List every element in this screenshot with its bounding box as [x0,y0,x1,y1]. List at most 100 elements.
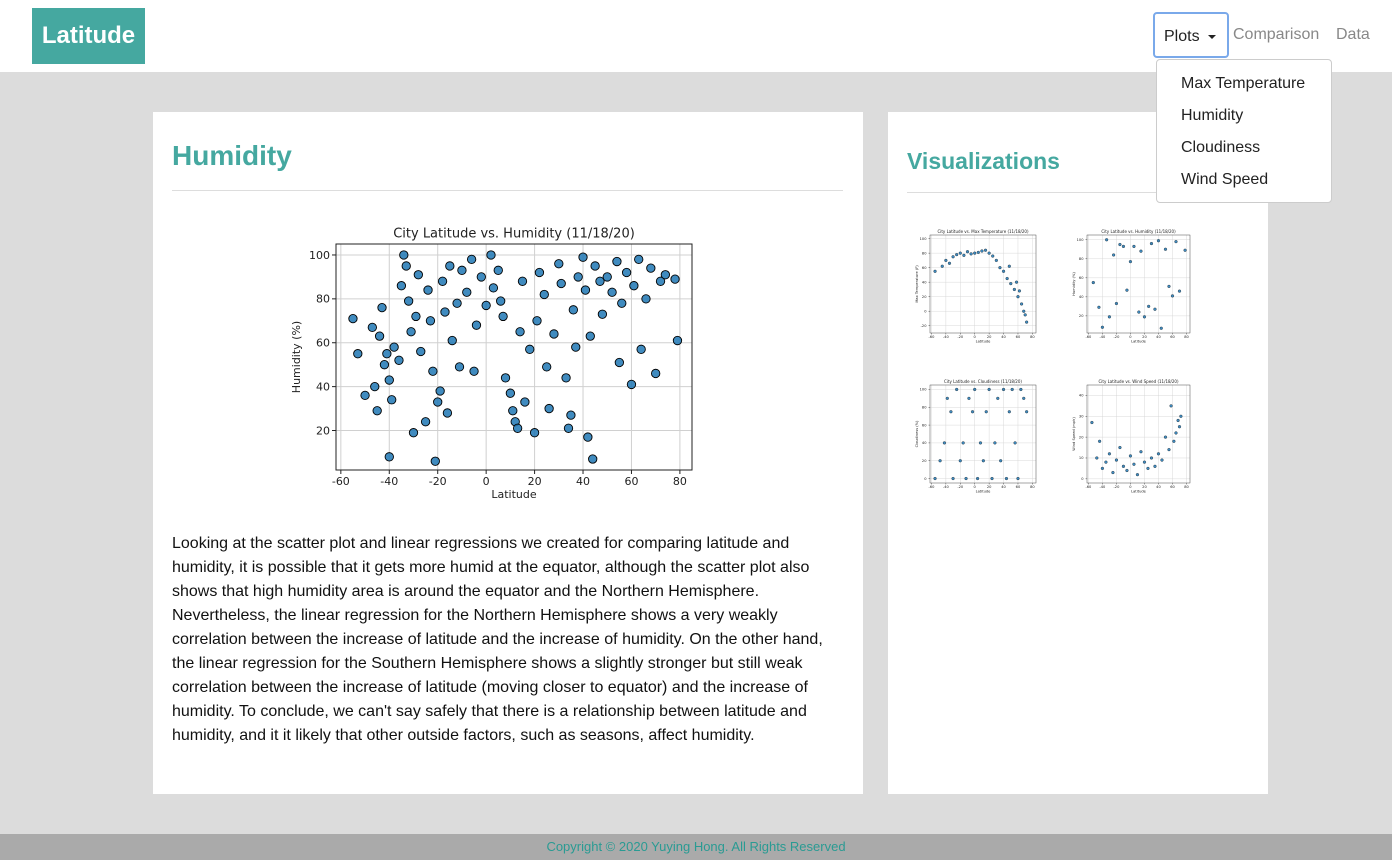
scatter-point [955,387,959,392]
scatter-point [987,251,991,255]
scatter-point [1009,282,1013,286]
scatter-point [525,344,535,354]
scatter-point [389,342,399,352]
y-tick-label: 40 [1079,394,1084,398]
scatter-point [370,381,380,392]
scatter-point [1014,280,1019,284]
footer: Copyright © 2020 Yuying Hong. All Rights… [0,834,1392,860]
scatter-point [1142,460,1147,464]
scatter-point [571,342,581,352]
dropdown-item[interactable]: Humidity [1181,107,1244,124]
chart-title: City Latitude vs. Cloudiness (11/18/20) [944,379,1022,384]
x-tick-label: 20 [1142,485,1147,489]
scatter-point [1183,248,1187,252]
scatter-point [947,261,952,265]
scatter-point [476,272,486,282]
scatter-point [1022,309,1026,313]
scatter-point [602,272,612,282]
scatter-point [1174,240,1178,244]
scatter-point [406,327,416,337]
dropdown-item[interactable]: Wind Speed [1181,171,1269,188]
x-tick-label: 80 [1184,485,1189,489]
scatter-point [1128,260,1132,264]
x-tick-label: -60 [929,485,936,489]
scatter-point [382,349,392,359]
scatter-point [961,441,965,445]
y-tick-label: 100 [309,249,330,262]
scatter-point [1176,418,1180,422]
scatter-point [1118,242,1122,247]
scatter-point [520,397,530,407]
scatter-point [437,276,448,286]
scatter-point [469,366,479,376]
scatter-point [447,335,457,346]
scatter-point [498,311,508,322]
nav-comparison[interactable]: Comparison [1233,26,1320,43]
y-tick-label: -20 [921,324,928,328]
dropdown-item[interactable]: Cloudiness [1181,139,1261,156]
scatter-point [360,390,370,401]
scatter-point [983,248,988,252]
scatter-point [933,269,937,273]
scatter-point [1179,414,1183,418]
scatter-point [1025,410,1029,414]
dropdown-item[interactable]: Max Temperature [1181,75,1306,92]
scatter-point [568,305,578,315]
scatter-point [411,311,421,322]
x-tick-label: 60 [1170,335,1175,339]
y-tick-label: 20 [922,295,927,299]
scatter-point [1170,294,1175,298]
scatter-point [626,379,637,390]
heading: Humidity [172,140,292,171]
side-card: Visualizations [888,112,1268,794]
scatter-chart: -60 -40 -20 0 20 40 60 80 0 20 40 60 80 100 City Latit… [915,379,1037,493]
x-tick-label: -60 [1085,335,1092,339]
x-axis-label: Latitude [1131,489,1147,493]
scatter-point [348,313,358,324]
scatter-point [539,289,549,300]
scatter-point [428,366,438,376]
scatter-point [433,397,443,407]
scatter-point [1169,404,1173,408]
x-tick-label: 0 [483,475,490,488]
scatter-point [367,322,377,333]
scatter-point [617,298,627,308]
scatter-point [440,307,450,317]
nav-data[interactable]: Data [1336,26,1370,43]
scatter-point [1174,431,1178,435]
scatter-point [978,441,983,445]
divider [172,190,843,191]
x-tick-label: -20 [1113,335,1120,339]
nav-plots[interactable]: Plots [1153,12,1229,58]
scatter-point [990,476,994,481]
x-tick-label: 80 [1030,335,1035,339]
x-tick-label: 20 [1142,335,1147,339]
scatter-point [976,476,980,481]
divider [907,192,1249,193]
scatter-point [1100,325,1104,329]
chart-title: City Latitude vs. Max Temperature (11/18… [937,229,1029,234]
scatter-point [425,316,436,326]
scatter-point [1007,264,1011,268]
scatter-point [493,265,503,275]
brand[interactable]: Latitude [32,8,145,64]
scatter-point [1172,439,1176,443]
scatter-point [401,261,411,271]
scatter-point [976,250,980,254]
scatter-chart: -60 -40 -20 0 20 40 60 80 20 40 60 80 100 City Latitu… [290,227,693,501]
scatter-point [969,252,973,256]
y-tick-label: 100 [920,237,928,241]
chart-title: City Latitude vs. Humidity (11/18/20) [1101,229,1176,234]
scatter-point [1163,435,1168,439]
x-axis-label: Latitude [976,489,992,493]
paragraph: Looking at the scatter plot and linear r… [172,535,823,744]
scatter-point [641,294,651,304]
scatter-point [973,387,977,392]
scatter-point [1146,466,1150,470]
scatter-point [1167,448,1171,452]
x-tick-label: 60 [1016,485,1021,489]
scatter-point [951,255,955,259]
x-tick-label: -40 [1099,485,1106,489]
scatter-point [1121,464,1125,468]
x-tick-label: 40 [1001,485,1006,489]
